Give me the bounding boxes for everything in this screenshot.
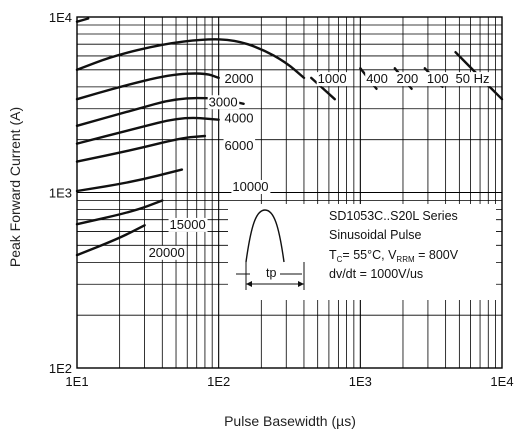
curve-label: 4000	[225, 111, 254, 126]
curve-label: 2000	[225, 71, 254, 86]
arrow-head-right	[298, 281, 304, 287]
curve-label: 400	[366, 71, 388, 86]
series-line	[75, 72, 220, 101]
curve-label: 200	[396, 71, 418, 86]
x-tick-label: 1E3	[349, 374, 372, 389]
series-line	[310, 76, 336, 101]
series-line	[75, 224, 146, 257]
annotation-conditions: TC= 55°C, VRRM = 800V	[329, 248, 459, 264]
curve-label: 6000	[225, 138, 254, 153]
annotation-pulse-type: Sinusoidal Pulse	[329, 228, 421, 242]
curve-label-bg	[316, 72, 349, 87]
series-line	[75, 116, 220, 145]
curve-label-bg	[425, 72, 451, 87]
x-tick-label: 1E4	[490, 374, 513, 389]
curve-label-bg	[147, 245, 187, 260]
curve-label: 10000	[232, 179, 268, 194]
arrow-head-left	[246, 281, 252, 287]
plot-frame	[76, 16, 503, 369]
pulse-shape	[245, 209, 285, 263]
curve-label: 50 Hz	[456, 71, 490, 86]
x-axis-label: Pulse Basewidth (µs)	[224, 413, 356, 429]
annotation-series: SD1053C..S20L Series	[329, 209, 458, 223]
series-line	[75, 134, 207, 163]
curve-label-bg	[365, 72, 390, 87]
curve-label: 1000	[318, 71, 347, 86]
y-tick-label: 1E2	[49, 361, 72, 376]
plot-border	[76, 16, 503, 369]
annotation-box: tp SD1053C..S20L Series Sinusoidal Pulse…	[228, 204, 496, 300]
series-line	[75, 199, 164, 226]
curve-label-bg	[223, 72, 256, 87]
curve-label-bg	[231, 179, 271, 194]
y-axis-label: Peak Forward Current (A)	[7, 107, 23, 267]
curve-label: 15000	[170, 217, 206, 232]
series-line	[75, 168, 184, 193]
curve-labels: 2000 3000 4000 6000 10000 15000 20000 1000 400 20…	[147, 71, 494, 260]
curve-label-bg	[223, 138, 256, 153]
curve-label: 20000	[149, 245, 185, 260]
curve-label-bg	[207, 95, 240, 110]
curve-label: 100	[427, 71, 449, 86]
series-line	[75, 38, 306, 80]
curves	[75, 17, 504, 257]
x-tick-label: 1E1	[65, 374, 88, 389]
curve-label: 3000	[209, 94, 238, 109]
x-tick-label: 1E2	[207, 374, 230, 389]
pulse-width-label: tp	[266, 266, 276, 280]
curve-label-bg	[168, 217, 208, 232]
y-tick-label: 1E3	[49, 186, 72, 201]
curve-label-bg	[223, 111, 256, 126]
y-tick-label: 1E4	[49, 10, 72, 25]
curve-label-bg	[395, 72, 420, 87]
grid	[77, 17, 502, 368]
curve-label-bg	[454, 72, 494, 87]
annotation-dvdt: dv/dt = 1000V/us	[329, 267, 423, 281]
